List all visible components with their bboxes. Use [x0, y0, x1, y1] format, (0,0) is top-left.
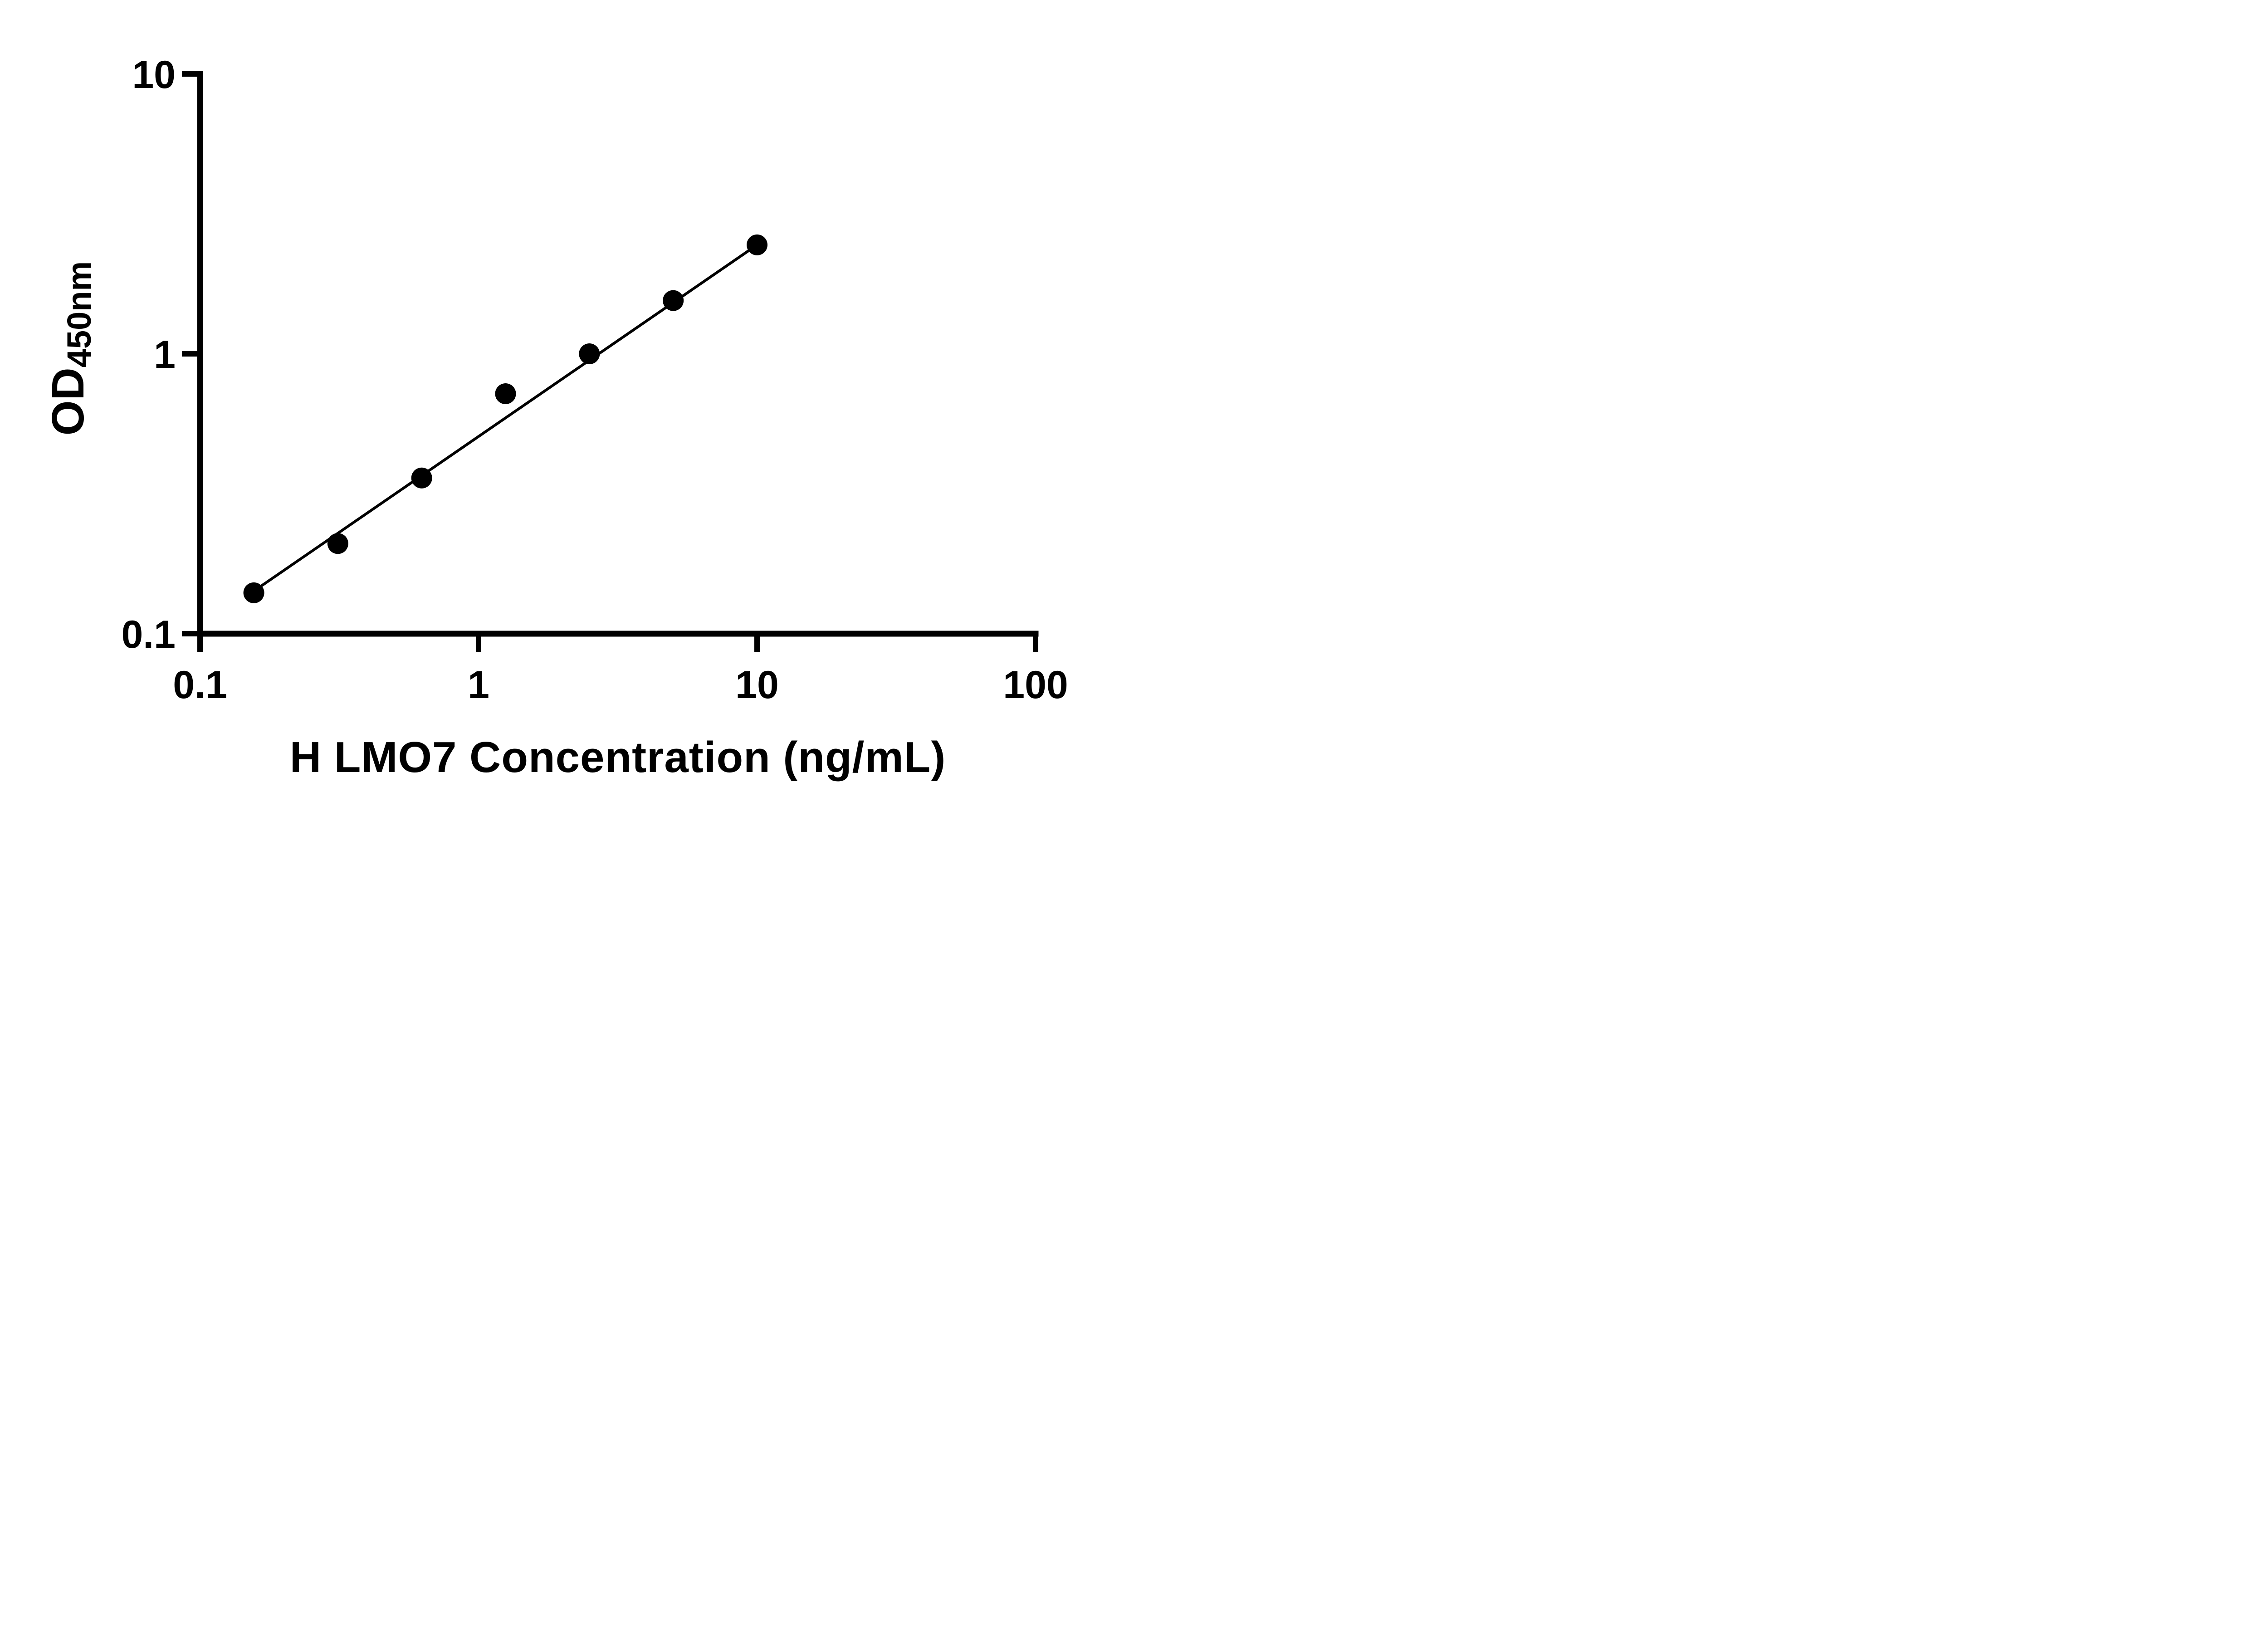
y-tick-label: 0.1: [121, 613, 176, 656]
x-tick-label: 10: [735, 663, 779, 707]
elisa-standard-curve-figure: 0.1 1 10 100 0.1 1 10 OD450nm H LMO7 Concentra…: [0, 0, 1144, 816]
data-point: [747, 234, 767, 255]
data-point: [411, 467, 432, 489]
data-point: [243, 582, 264, 603]
chart-canvas: 0.1 1 10 100 0.1 1 10: [121, 53, 1068, 707]
y-tick-label: 1: [154, 333, 176, 376]
data-point: [663, 290, 684, 311]
y-axis-title-subscript: 450nm: [60, 261, 98, 368]
y-axis-title: OD450nm: [42, 261, 98, 435]
y-axis-title-text: OD: [43, 367, 93, 436]
x-tick-label: 1: [468, 663, 489, 707]
data-point: [495, 383, 516, 405]
data-point: [327, 533, 348, 554]
x-axis-title: H LMO7 Concentration (ng/mL): [289, 733, 946, 782]
x-tick-label: 100: [1003, 663, 1068, 707]
x-tick-label: 0.1: [173, 663, 227, 707]
data-point: [579, 343, 600, 364]
y-tick-label: 10: [132, 53, 176, 97]
